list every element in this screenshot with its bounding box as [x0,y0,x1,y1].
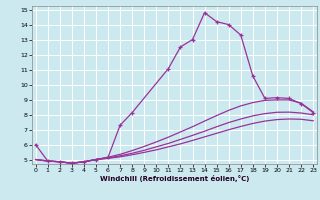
X-axis label: Windchill (Refroidissement éolien,°C): Windchill (Refroidissement éolien,°C) [100,175,249,182]
